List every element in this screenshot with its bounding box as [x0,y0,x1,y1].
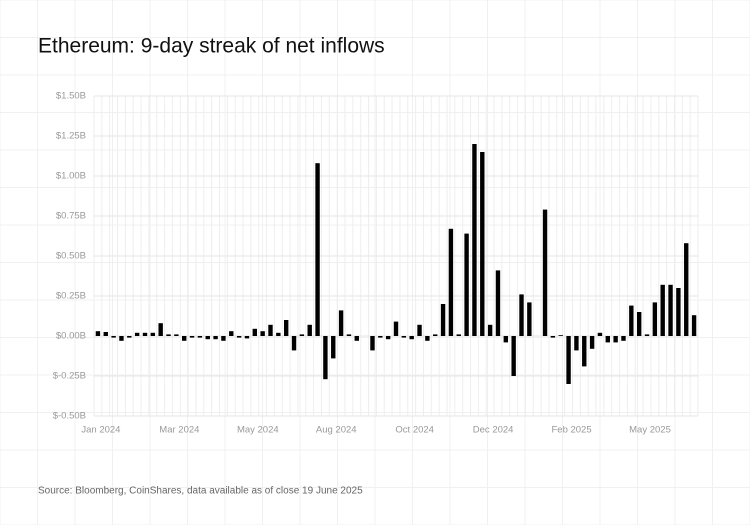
bar [197,336,203,338]
bar [323,336,328,380]
bar [307,324,312,336]
bar [142,332,148,336]
bar [668,284,673,336]
bar [644,334,650,336]
bar [566,336,571,384]
x-tick-label: Dec 2024 [473,425,514,436]
bar [652,302,658,336]
bar [527,302,532,336]
y-tick-label: $0.50B [56,251,86,262]
bar [542,209,548,336]
bar [456,334,461,336]
bar [433,334,438,336]
y-tick-label: $0.00B [56,331,86,342]
y-tick-label: $-0.25B [53,371,86,382]
y-tick-label: $1.25B [56,131,86,142]
bar [127,336,132,338]
y-tick-label: $0.75B [56,211,86,222]
bar [229,331,234,336]
bar [691,315,697,336]
x-tick-label: May 2024 [237,425,279,436]
bar [597,332,603,336]
bar [150,332,156,336]
bar [393,321,399,336]
bar [166,334,171,336]
bar [378,336,383,338]
chart-title: Ethereum: 9-day streak of net inflows [38,35,385,58]
bar [244,336,250,339]
y-tick-label: $0.25B [56,291,86,302]
source: Source: Bloomberg, CoinShares, data avai… [38,486,363,497]
bar [338,310,344,336]
bar [189,336,195,338]
y-tick-label: $1.00B [56,171,86,182]
bar [299,334,305,336]
bar [346,334,352,336]
bar [103,332,108,336]
bar [315,163,320,336]
bar [213,336,218,340]
bar [503,336,509,343]
bar [550,336,556,338]
bar [480,152,485,336]
bar [582,336,587,367]
bar [464,233,469,336]
bar [417,324,422,336]
bar [331,336,336,359]
bar [636,312,642,336]
y-tick-label: $-0.50B [53,411,86,422]
y-tick-label: $1.50B [56,91,86,102]
bar [495,270,501,336]
bar [511,336,516,376]
bar [252,328,258,336]
x-tick-label: Feb 2025 [551,425,591,436]
bar [134,332,140,336]
bar [268,324,273,336]
bar [119,336,124,341]
bar [370,336,375,351]
bar [440,304,446,336]
bar [385,336,391,340]
bar [589,336,595,349]
bar [409,336,414,340]
x-tick-label: Mar 2024 [159,425,199,436]
bar [276,332,281,336]
bar [613,336,618,343]
x-tick-label: Oct 2024 [395,425,434,436]
bar [519,294,524,336]
bar [684,243,689,336]
bar [472,144,477,336]
bar [401,336,407,338]
bar [221,336,226,341]
bar [283,320,289,336]
bar [111,336,116,338]
bar [158,323,163,336]
bar [487,324,493,336]
bar [291,336,297,351]
bar [574,336,579,351]
bar [236,336,242,338]
bar [174,334,179,336]
bar [95,331,101,336]
x-tick-label: Aug 2024 [316,425,357,436]
bar [205,336,210,340]
bar [425,336,430,341]
bar [558,335,563,336]
bar [621,336,626,341]
bar [260,331,265,336]
bar [676,288,681,336]
bar [354,336,359,341]
bar [660,284,665,336]
bar [182,336,187,341]
x-tick-label: Jan 2024 [81,425,120,436]
bar [605,336,610,343]
bar [448,228,454,336]
x-tick-label: May 2025 [629,425,671,436]
bar [629,305,634,336]
